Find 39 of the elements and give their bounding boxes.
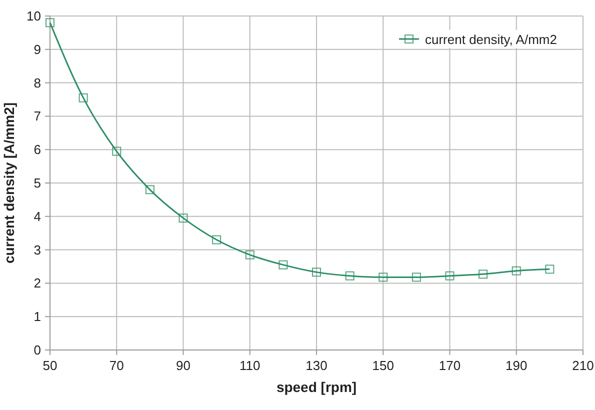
- x-tick-label: 130: [306, 358, 328, 373]
- point: [312, 268, 321, 277]
- point: [345, 271, 354, 280]
- y-tick-label: 7: [34, 108, 41, 124]
- point: [478, 270, 488, 279]
- point: [545, 264, 554, 274]
- legend-label: current density, A/mm2: [425, 32, 557, 47]
- y-tick-label: 8: [34, 75, 41, 90]
- x-tick-label: 90: [176, 358, 190, 373]
- y-tick-label: 6: [34, 142, 41, 158]
- x-tick-label: 150: [372, 358, 394, 373]
- point: [145, 185, 154, 194]
- x-tick-label: 70: [109, 358, 124, 373]
- y-tick-label: 9: [34, 42, 41, 57]
- x-tick-label: 170: [438, 358, 461, 373]
- x-tick-label: 110: [240, 358, 260, 373]
- point: [378, 272, 388, 282]
- point: [445, 271, 454, 280]
- point: [512, 266, 521, 276]
- y-tick-label: 2: [34, 276, 41, 291]
- point: [212, 235, 222, 244]
- point: [278, 260, 288, 270]
- y-tick-label: 1: [34, 309, 41, 324]
- y-tick-label: 5: [34, 176, 41, 190]
- x-axis-title: speed [rpm]: [276, 379, 357, 395]
- y-tick-label: 3: [34, 242, 41, 258]
- x-tick-label: 210: [572, 358, 594, 373]
- point: [178, 214, 188, 223]
- point: [78, 93, 88, 102]
- x-tick-label: 190: [506, 358, 528, 373]
- x-tick-label: 50: [42, 358, 58, 373]
- y-tick-label: 4: [34, 208, 41, 224]
- point: [46, 18, 54, 28]
- point: [412, 272, 421, 282]
- y-tick-label: 10: [26, 8, 41, 24]
- y-axis-title: current density [A/mm2]: [1, 102, 17, 264]
- point: [245, 250, 254, 260]
- point: [112, 146, 122, 156]
- y-tick-label: 0: [34, 342, 41, 358]
